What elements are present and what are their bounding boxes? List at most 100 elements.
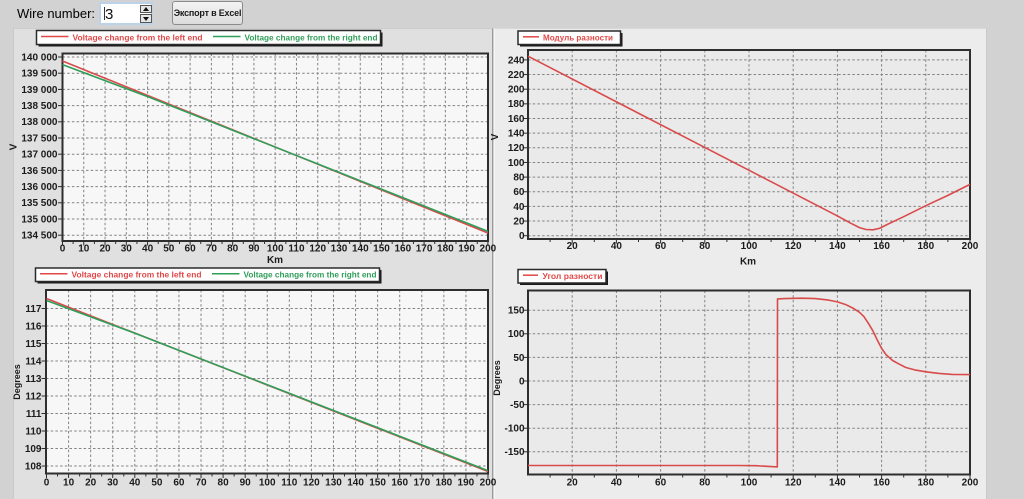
svg-text:190: 190 — [458, 244, 475, 255]
svg-text:20: 20 — [85, 478, 97, 489]
svg-text:160: 160 — [873, 478, 890, 489]
svg-text:50: 50 — [513, 353, 525, 364]
svg-text:60: 60 — [655, 241, 667, 252]
svg-text:Модуль разности: Модуль разности — [543, 33, 613, 43]
svg-text:110: 110 — [281, 478, 298, 489]
svg-text:180: 180 — [436, 478, 453, 489]
svg-text:Degrees: Degrees — [12, 364, 22, 400]
svg-text:120: 120 — [785, 478, 802, 489]
svg-text:120: 120 — [508, 143, 525, 154]
svg-text:130: 130 — [331, 244, 348, 255]
svg-text:30: 30 — [121, 244, 133, 255]
svg-text:200: 200 — [480, 244, 497, 255]
svg-text:140 000: 140 000 — [21, 52, 58, 63]
svg-text:60: 60 — [513, 187, 525, 198]
svg-text:136 500: 136 500 — [21, 166, 58, 177]
svg-text:40: 40 — [513, 202, 525, 213]
svg-text:115: 115 — [25, 339, 42, 350]
svg-text:180: 180 — [508, 99, 525, 110]
svg-text:40: 40 — [611, 478, 623, 489]
svg-text:V: V — [490, 133, 501, 140]
svg-text:-50: -50 — [510, 400, 525, 411]
svg-text:120: 120 — [309, 244, 326, 255]
svg-text:40: 40 — [611, 241, 623, 252]
svg-text:20: 20 — [567, 241, 579, 252]
svg-text:108: 108 — [25, 461, 42, 472]
svg-text:138 500: 138 500 — [21, 101, 58, 112]
svg-text:190: 190 — [458, 478, 475, 489]
svg-text:111: 111 — [26, 409, 42, 420]
svg-text:V: V — [9, 143, 20, 150]
svg-text:80: 80 — [218, 478, 230, 489]
svg-text:117: 117 — [25, 304, 42, 315]
svg-text:160: 160 — [394, 244, 411, 255]
svg-text:40: 40 — [129, 478, 141, 489]
svg-text:90: 90 — [240, 478, 252, 489]
svg-text:20: 20 — [99, 244, 111, 255]
svg-text:150: 150 — [373, 244, 390, 255]
svg-text:200: 200 — [480, 478, 497, 489]
svg-text:Угол разности: Угол разности — [543, 271, 603, 281]
svg-text:240: 240 — [508, 55, 525, 66]
svg-text:220: 220 — [508, 70, 525, 81]
svg-text:0: 0 — [60, 244, 66, 255]
svg-text:40: 40 — [142, 244, 154, 255]
svg-text:120: 120 — [785, 241, 802, 252]
svg-text:120: 120 — [303, 478, 320, 489]
svg-text:109: 109 — [25, 444, 42, 455]
svg-text:50: 50 — [151, 478, 163, 489]
svg-text:200: 200 — [508, 85, 525, 96]
svg-text:30: 30 — [107, 478, 119, 489]
svg-text:Km: Km — [740, 257, 756, 268]
svg-text:100: 100 — [508, 158, 525, 169]
svg-text:150: 150 — [369, 478, 386, 489]
svg-text:Degrees: Degrees — [492, 360, 502, 396]
svg-text:160: 160 — [873, 241, 890, 252]
svg-text:80: 80 — [227, 244, 239, 255]
svg-text:112: 112 — [25, 391, 42, 402]
svg-text:135 500: 135 500 — [21, 198, 58, 209]
svg-text:136 000: 136 000 — [21, 182, 58, 193]
svg-text:140: 140 — [347, 478, 364, 489]
svg-text:140: 140 — [508, 129, 525, 140]
svg-text:70: 70 — [195, 478, 207, 489]
svg-text:Km: Km — [267, 255, 283, 266]
svg-text:110: 110 — [288, 244, 305, 255]
svg-text:50: 50 — [163, 244, 175, 255]
svg-text:113: 113 — [25, 374, 42, 385]
svg-text:100: 100 — [267, 244, 284, 255]
svg-text:170: 170 — [416, 244, 433, 255]
svg-text:Voltage change from the right: Voltage change from the right end — [244, 270, 377, 280]
svg-text:-100: -100 — [504, 424, 524, 435]
svg-text:180: 180 — [917, 241, 934, 252]
svg-text:180: 180 — [917, 478, 934, 489]
svg-text:160: 160 — [508, 114, 525, 125]
svg-text:80: 80 — [699, 478, 711, 489]
svg-text:60: 60 — [173, 478, 185, 489]
svg-text:Voltage change from the left e: Voltage change from the left end — [73, 32, 203, 42]
svg-text:200: 200 — [962, 241, 979, 252]
svg-text:140: 140 — [829, 241, 846, 252]
svg-text:70: 70 — [206, 244, 218, 255]
svg-text:10: 10 — [63, 478, 75, 489]
svg-text:10: 10 — [78, 244, 90, 255]
svg-text:100: 100 — [741, 241, 758, 252]
svg-text:Voltage change from the right: Voltage change from the right end — [245, 32, 378, 42]
svg-text:100: 100 — [741, 478, 758, 489]
svg-text:80: 80 — [513, 173, 525, 184]
svg-text:139 500: 139 500 — [21, 69, 58, 80]
svg-text:100: 100 — [259, 478, 276, 489]
svg-text:60: 60 — [655, 478, 667, 489]
svg-text:90: 90 — [248, 244, 260, 255]
svg-text:Voltage change from the left e: Voltage change from the left end — [72, 270, 202, 280]
svg-text:60: 60 — [185, 244, 197, 255]
svg-text:130: 130 — [325, 478, 342, 489]
svg-text:0: 0 — [44, 478, 50, 489]
svg-text:116: 116 — [25, 321, 42, 332]
svg-text:170: 170 — [413, 478, 430, 489]
svg-text:110: 110 — [25, 426, 42, 437]
svg-text:20: 20 — [513, 216, 525, 227]
svg-text:100: 100 — [508, 329, 525, 340]
svg-text:138 000: 138 000 — [21, 117, 58, 128]
svg-text:-150: -150 — [504, 447, 524, 458]
